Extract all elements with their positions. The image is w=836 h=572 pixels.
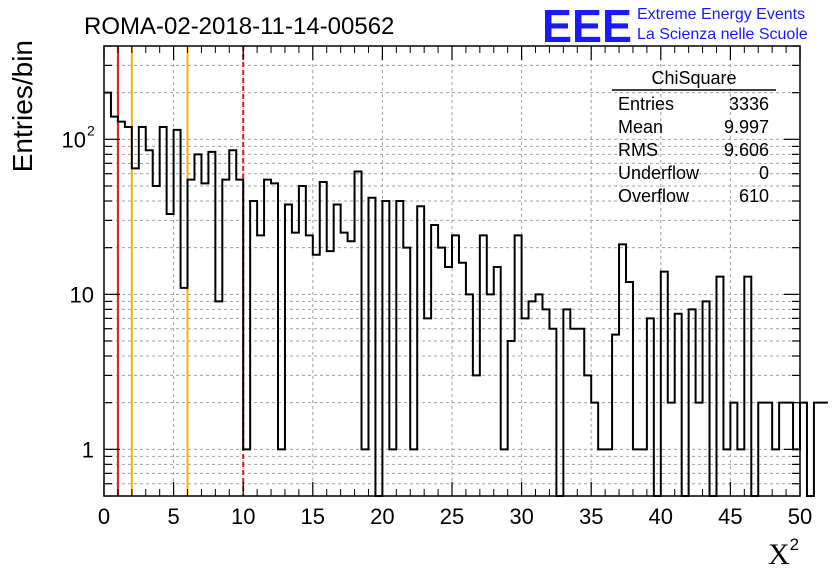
x-tick-label: 20 [370, 504, 394, 529]
x-tick-label: 25 [440, 504, 464, 529]
x-axis-label-base: X [768, 538, 790, 571]
y-tick-label: 1 [82, 437, 94, 462]
stats-row-value: 3336 [729, 94, 769, 114]
x-axis-label-sup: 2 [790, 535, 799, 554]
stats-row-label: Underflow [618, 163, 700, 183]
x-tick-label: 30 [509, 504, 533, 529]
stats-row-value: 610 [739, 186, 769, 206]
chart-title: ROMA-02-2018-11-14-00562 [84, 13, 394, 40]
x-tick-label: 10 [231, 504, 255, 529]
stats-row-label: RMS [618, 140, 658, 160]
y-tick-label: 10 [62, 127, 86, 152]
y-tick-label-exponent: 2 [87, 122, 95, 138]
eee-logo-line2: La Scienza nelle Scuole [637, 26, 808, 43]
stats-box: ChiSquare Entries 3336 Mean 9.997 RMS 9.606 Un… [612, 68, 776, 206]
stats-box-title: ChiSquare [651, 68, 736, 88]
y-axis-label: Entries/bin [7, 40, 38, 172]
histogram-bins [104, 91, 828, 497]
x-tick-label: 40 [649, 504, 673, 529]
x-tick-label: 0 [98, 504, 110, 529]
x-tick-label: 35 [579, 504, 603, 529]
x-axis-label: X2 [768, 535, 799, 571]
x-tick-labels: 0 5 10 15 20 25 30 35 40 45 50 [98, 504, 812, 529]
x-tick-label: 45 [718, 504, 742, 529]
eee-logo-mark: EEE [542, 0, 632, 52]
stats-row-value: 0 [759, 163, 769, 183]
stats-row-label: Entries [618, 94, 674, 114]
stats-row-value: 9.997 [724, 117, 769, 137]
stats-row-label: Overflow [618, 186, 690, 206]
x-tick-label: 5 [167, 504, 179, 529]
eee-logo-line1: Extreme Energy Events [637, 6, 805, 23]
eee-logo: EEE Extreme Energy Events La Scienza nel… [542, 0, 808, 52]
grid [104, 45, 800, 497]
stats-row-value: 9.606 [724, 140, 769, 160]
stats-row-label: Mean [618, 117, 663, 137]
axis-ticks [103, 45, 801, 497]
y-tick-label: 10 [70, 282, 94, 307]
x-tick-label: 15 [301, 504, 325, 529]
x-tick-label: 50 [788, 504, 812, 529]
